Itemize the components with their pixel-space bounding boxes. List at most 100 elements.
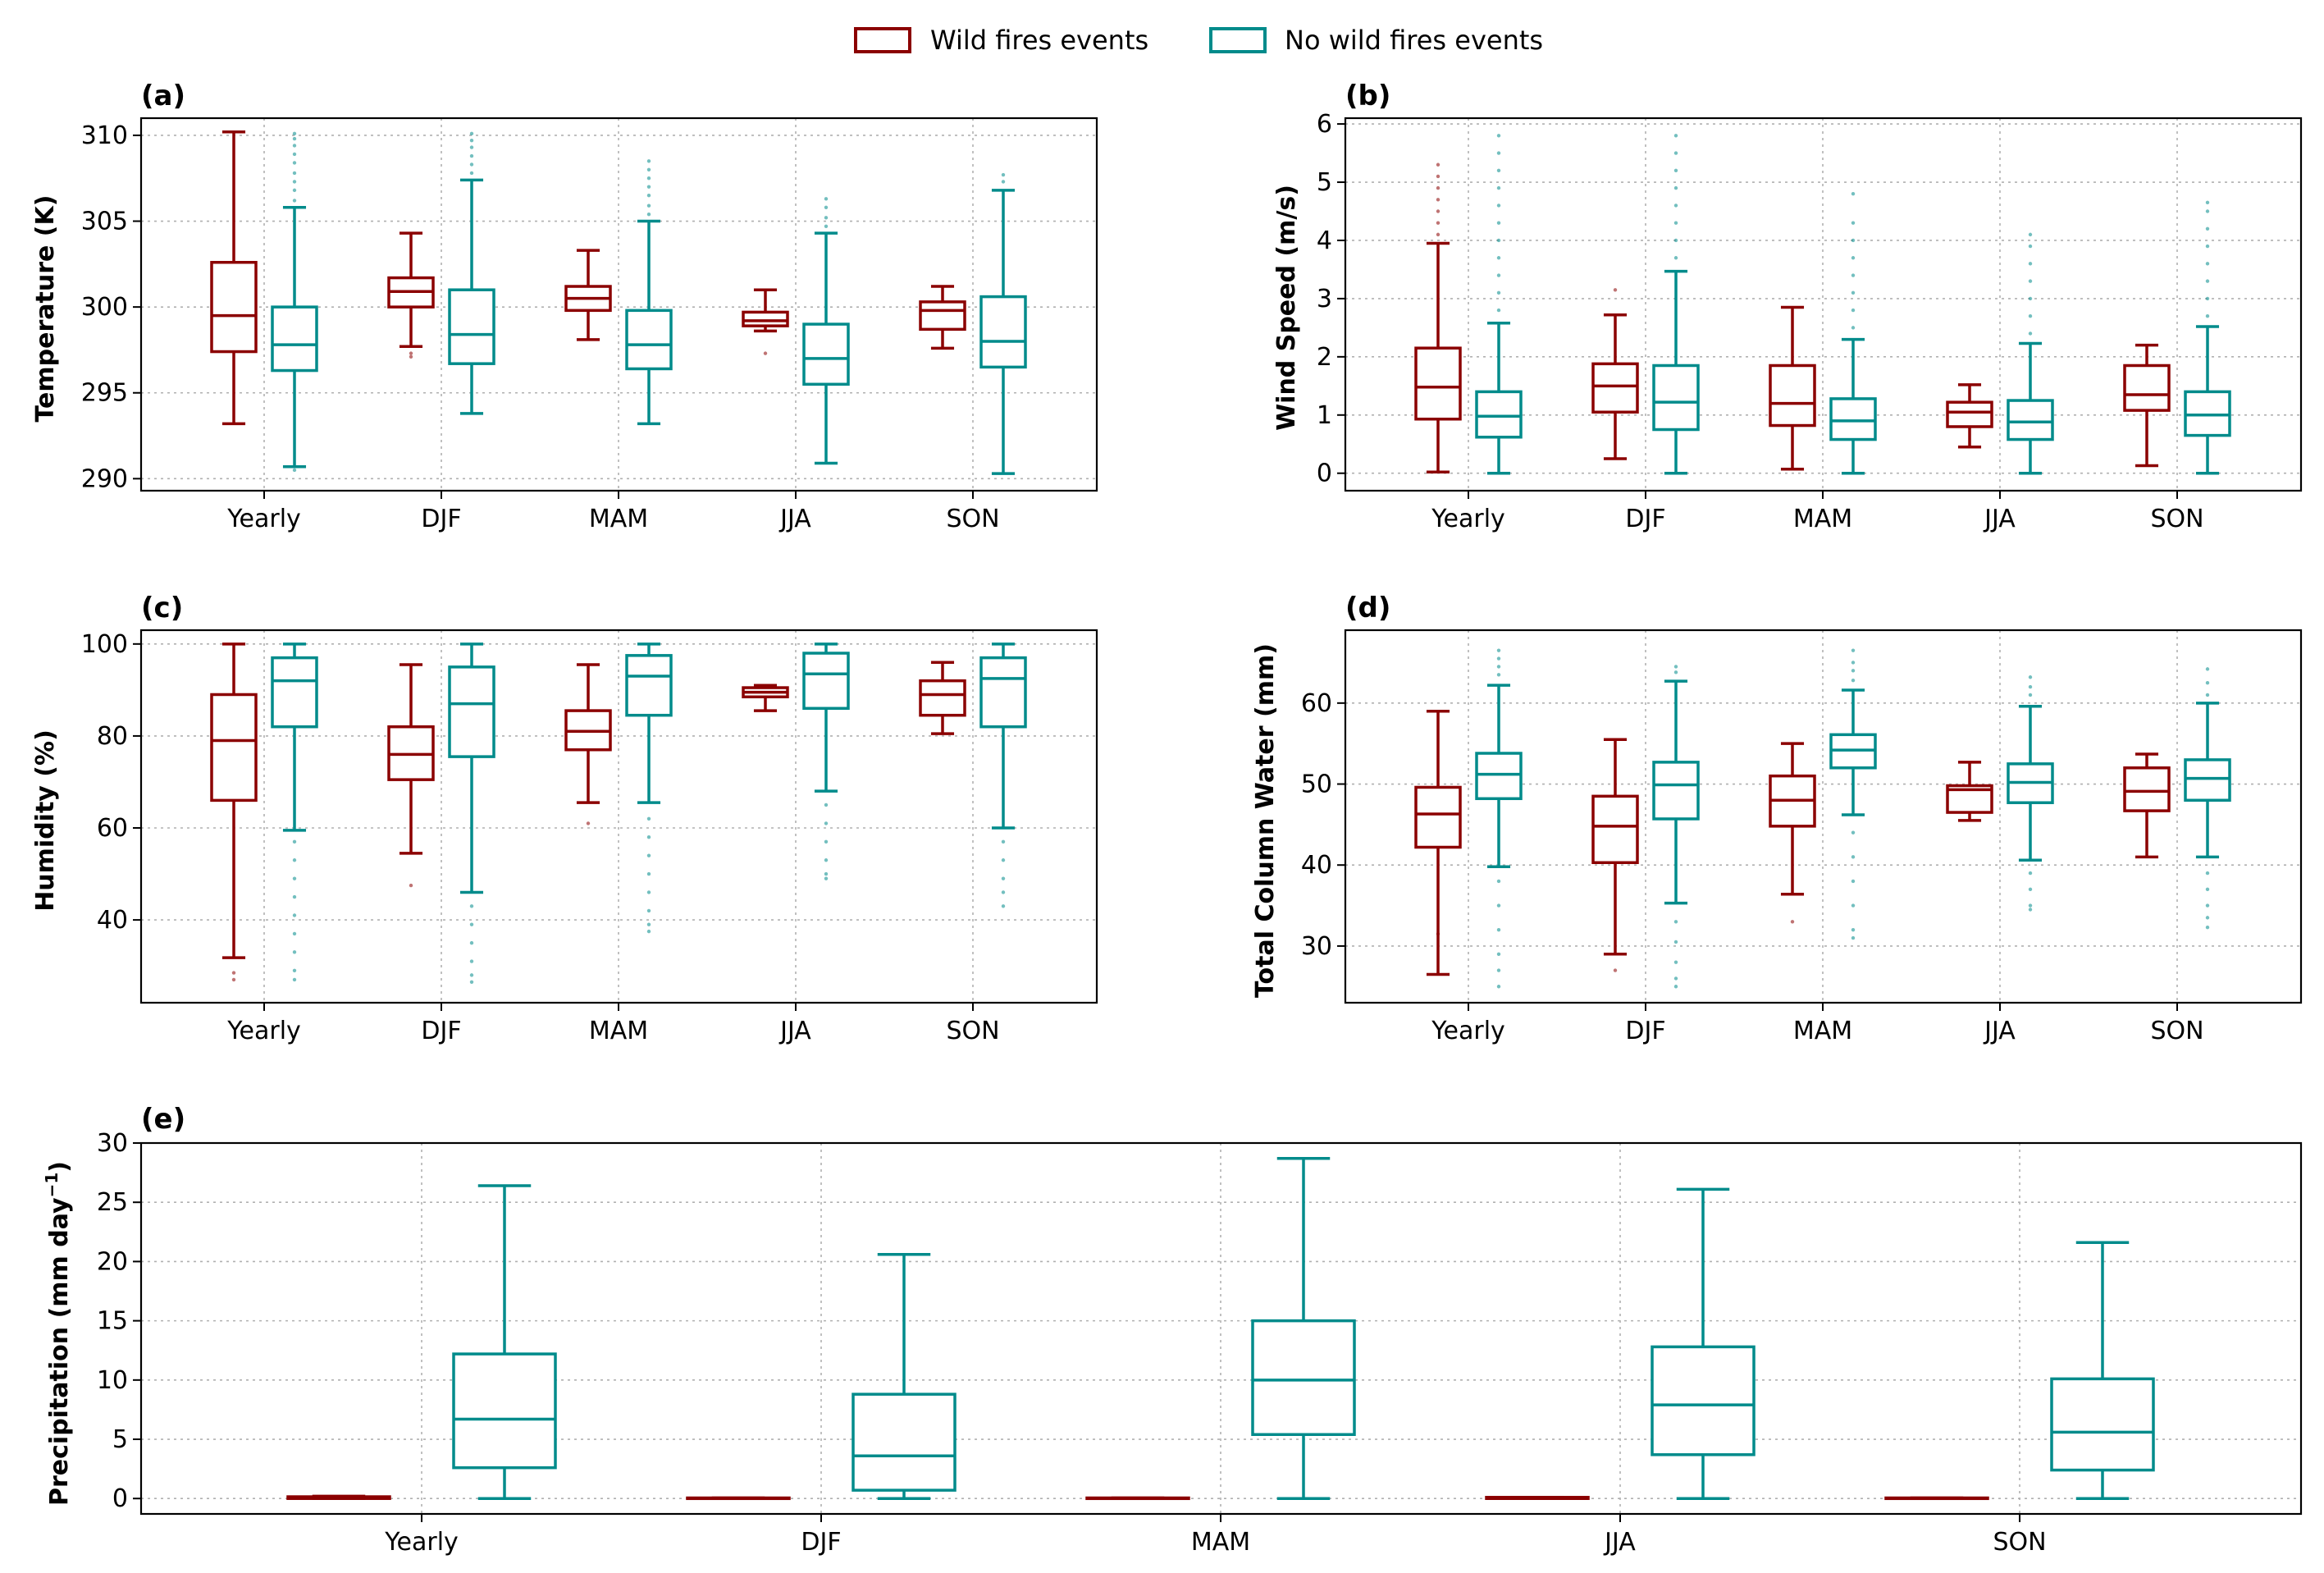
box-no-wildfire-son [2184, 667, 2231, 930]
box-flier-point [824, 871, 829, 876]
box-iqr [1591, 362, 1639, 414]
box-flier-point [292, 171, 297, 176]
box-no-wildfire-son [979, 172, 1027, 475]
y-tick-label: 300 [81, 293, 128, 322]
box-wildfire-djf [686, 1496, 791, 1501]
box-flier-point [292, 144, 297, 148]
box-flier-point [1851, 290, 1856, 295]
box-flier-point [292, 131, 297, 136]
box-iqr [271, 305, 318, 373]
box-iqr [2184, 758, 2231, 803]
box-flier-point [2028, 332, 2033, 336]
box-iqr [1414, 785, 1462, 849]
box-flier-point [1436, 185, 1441, 190]
panel-c-ylabel: Humidity (%) [31, 729, 60, 912]
x-tick-label: SON [946, 1017, 999, 1045]
box-iqr [452, 1352, 557, 1470]
panel-e-ylabel-end: ) [45, 1161, 74, 1173]
box-flier-point [1001, 890, 1006, 894]
box-wildfire-jja [1946, 761, 1993, 822]
box-flier-point [1790, 920, 1795, 924]
y-tick-label: 0 [112, 1484, 128, 1513]
box-flier-point [469, 959, 474, 963]
box-flier-point [646, 816, 651, 821]
box-flier-point [2028, 684, 2033, 689]
box-iqr [2050, 1377, 2155, 1472]
box-flier-point [292, 931, 297, 936]
box-wildfire-son [919, 661, 966, 735]
x-tick-label: JJA [1983, 1017, 2016, 1045]
box-flier-point [2205, 296, 2210, 301]
x-tick-label: SON [946, 505, 999, 533]
y-tick-label: 30 [1301, 932, 1332, 961]
box-flier-point [292, 199, 297, 203]
box-flier-point [1496, 273, 1501, 277]
panel-a-letter: (a) [141, 80, 185, 112]
box-flier-point [2028, 675, 2033, 679]
box-flier-point [1851, 273, 1856, 277]
box-flier-point [1001, 839, 1006, 844]
box-no-wildfire-mam [1829, 192, 1877, 475]
box-flier-point [1496, 968, 1501, 972]
panel-e-letter: (e) [141, 1103, 185, 1136]
box-flier-point [1673, 151, 1678, 155]
box-flier-point [1496, 256, 1501, 260]
box-flier-point [586, 821, 591, 825]
plot-d: 30 40 50 60 Yearly DJF MAM JJA SON [1301, 629, 2303, 1045]
box-flier-point [1673, 185, 1678, 190]
y-tick-label: 15 [97, 1307, 128, 1336]
legend-swatch-no-wildfire [1209, 27, 1267, 53]
box-flier-point [231, 971, 236, 975]
y-tick-label: 0 [1317, 460, 1332, 488]
box-flier-point [2028, 313, 2033, 318]
plot-a: 290 295 300 305 310 Yearly DJF MAM JJA SON [81, 117, 1098, 533]
box-iqr [2123, 766, 2171, 812]
box-wildfire-jja [1946, 383, 1993, 449]
box-flier-point [2205, 313, 2210, 318]
box-flier-point [469, 131, 474, 136]
x-tick-label: Yearly [384, 1528, 459, 1557]
box-flier-point [1436, 162, 1441, 167]
box-flier-point [646, 176, 651, 181]
box-flier-point [2205, 916, 2210, 920]
box-flier-point [292, 950, 297, 954]
x-tick-label: Yearly [226, 1017, 301, 1045]
box-wildfire-djf [387, 663, 435, 888]
box-flier-point [1496, 221, 1501, 225]
box-iqr [1652, 761, 1700, 821]
panel-c-letter: (c) [141, 592, 183, 624]
panel-e-ylabel: Precipitation (mm day−1) [42, 1161, 74, 1506]
box-flier-point [646, 159, 651, 163]
y-tick-label: 6 [1317, 110, 1332, 139]
box-flier-point [2028, 279, 2033, 283]
box-flier-point [2028, 262, 2033, 266]
box-no-wildfire-jja [2007, 675, 2054, 912]
box-iqr [271, 656, 318, 729]
box-flier-point [1851, 830, 1856, 835]
box-no-wildfire-djf [448, 131, 495, 415]
box-flier-point [1436, 209, 1441, 213]
box-iqr [210, 693, 258, 803]
box-flier-point [2028, 244, 2033, 249]
box-flier-point [1496, 665, 1501, 669]
box-flier-point [469, 171, 474, 176]
box-no-wildfire-yearly [1475, 134, 1523, 475]
box-flier-point [1673, 238, 1678, 243]
box-wildfire-son [2123, 752, 2171, 859]
box-flier-point [2205, 926, 2210, 930]
box-flier-point [1851, 648, 1856, 652]
y-tick-label: 305 [81, 208, 128, 236]
box-flier-point [2205, 262, 2210, 266]
box-flier-point [292, 136, 297, 141]
box-flier-point [1001, 180, 1006, 184]
box-wildfire-yearly [210, 642, 258, 982]
y-tick-label: 295 [81, 379, 128, 408]
y-tick-label: 30 [97, 1129, 128, 1158]
box-no-wildfire-djf [852, 1252, 957, 1500]
x-tick-label: DJF [801, 1528, 841, 1557]
box-flier-point [1851, 308, 1856, 313]
x-tick-label: SON [2150, 1017, 2203, 1045]
box-iqr [1591, 794, 1639, 865]
box-flier-point [1851, 855, 1856, 859]
